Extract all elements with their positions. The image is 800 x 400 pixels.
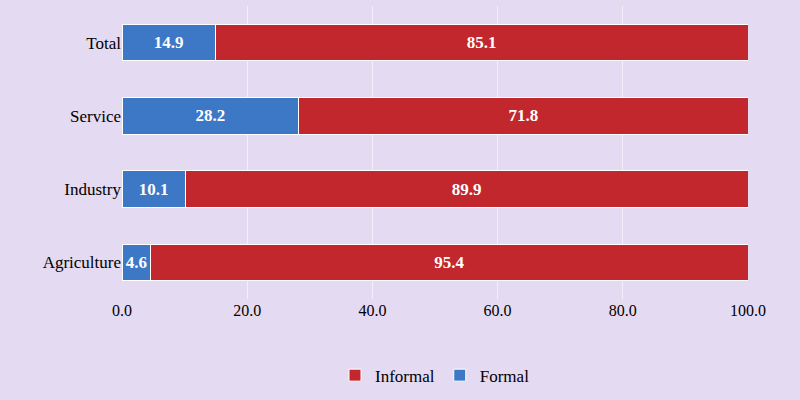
svg-text:Agriculture: Agriculture (43, 253, 121, 272)
svg-text:40.0: 40.0 (358, 302, 386, 319)
svg-text:80.0: 80.0 (609, 302, 637, 319)
svg-text:100.0: 100.0 (730, 302, 766, 319)
svg-text:28.2: 28.2 (195, 106, 225, 125)
svg-text:20.0: 20.0 (233, 302, 261, 319)
svg-text:Formal: Formal (480, 367, 529, 386)
svg-text:71.8: 71.8 (508, 106, 538, 125)
svg-text:10.1: 10.1 (139, 180, 169, 199)
svg-text:14.9: 14.9 (154, 33, 184, 52)
svg-text:4.6: 4.6 (126, 253, 147, 272)
svg-text:0.0: 0.0 (112, 302, 132, 319)
svg-text:85.1: 85.1 (467, 33, 497, 52)
svg-text:89.9: 89.9 (452, 180, 482, 199)
svg-text:Industry: Industry (64, 180, 121, 199)
svg-text:Service: Service (70, 107, 121, 126)
svg-text:Informal: Informal (375, 367, 435, 386)
svg-text:95.4: 95.4 (434, 253, 464, 272)
svg-text:60.0: 60.0 (484, 302, 512, 319)
svg-text:Total: Total (86, 34, 121, 53)
